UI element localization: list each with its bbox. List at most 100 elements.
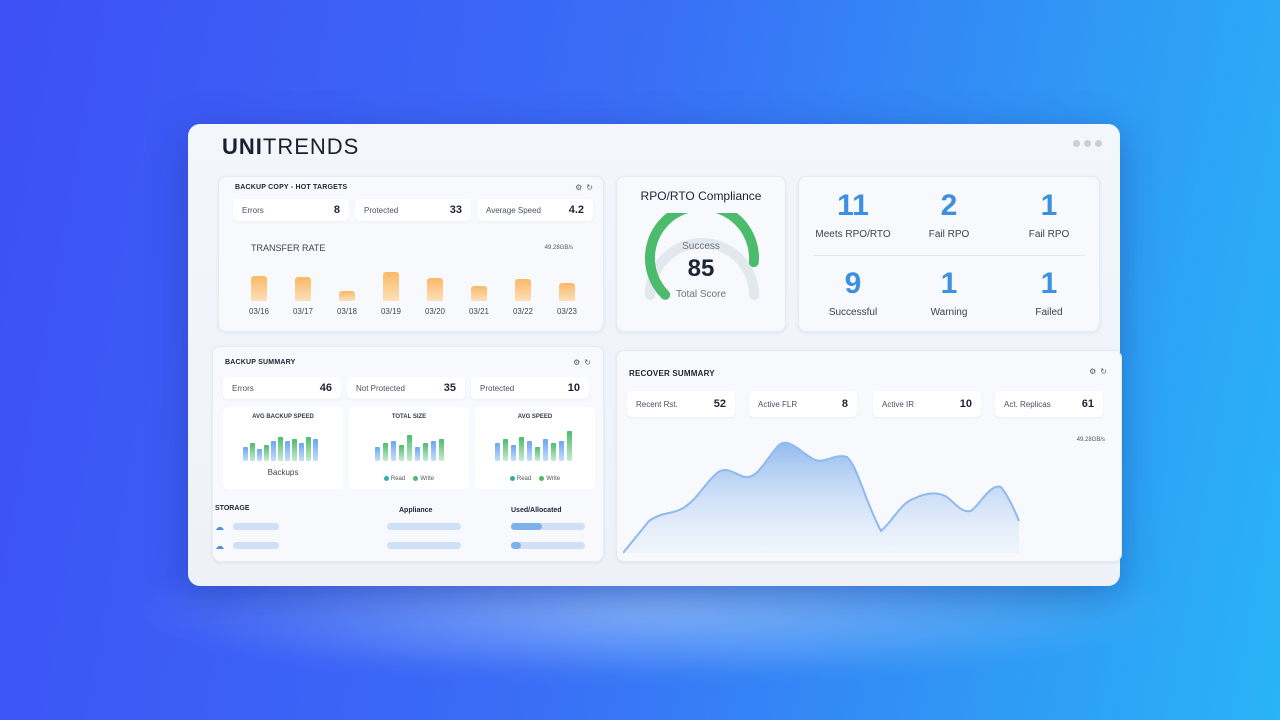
unitrends-logo: UNITRENDS xyxy=(222,134,360,159)
transfer-rate-bar xyxy=(427,278,443,301)
gear-icon[interactable]: ⚙ xyxy=(575,183,583,192)
date-tick-label: 03/16 xyxy=(248,307,270,316)
date-tick-label: 03/20 xyxy=(424,307,446,316)
transfer-rate-bar xyxy=(471,286,487,301)
stat-active-flr: Active FLR 8 xyxy=(749,391,857,417)
rpo-stat-label: Fail RPO xyxy=(1028,229,1070,240)
chart-bar xyxy=(313,439,318,461)
chart-bar xyxy=(306,437,311,461)
area-line xyxy=(623,441,1020,554)
appliance-label: Appliance xyxy=(399,507,433,514)
stat-protected: Protected 10 xyxy=(471,377,589,399)
chart-bar xyxy=(271,441,276,461)
chart-bar xyxy=(285,441,290,461)
stat-active-replicas: Act. Replicas 61 xyxy=(995,391,1103,417)
rpo-stat-value: 1 xyxy=(1040,189,1058,222)
rpo-stat-label: Successful xyxy=(828,307,878,318)
card-title: BACKUP COPY - HOT TARGETS xyxy=(235,184,348,191)
total-size-chart: TOTAL SIZE Read Write xyxy=(349,407,469,489)
refresh-icon[interactable]: ↻ xyxy=(1100,367,1107,376)
appliance-pill xyxy=(387,542,461,549)
chart-bar xyxy=(278,437,283,461)
chart-bar xyxy=(431,441,436,461)
chart-legend: Read Write xyxy=(349,475,469,482)
chart-bar xyxy=(375,447,380,461)
usage-bar xyxy=(511,523,585,530)
usage-bar xyxy=(511,542,585,549)
divider xyxy=(813,255,1085,256)
used-allocated-label: Used/Allocated xyxy=(511,507,562,514)
transfer-rate-title: TRANSFER RATE xyxy=(251,243,326,253)
stat-errors: Errors 8 xyxy=(233,199,349,221)
appliance-pill xyxy=(387,523,461,530)
chart-bar xyxy=(399,445,404,461)
rpo-stat-value: 9 xyxy=(844,267,862,300)
chart-bar xyxy=(257,449,262,461)
stat-average-speed: Average Speed 4.2 xyxy=(477,199,593,221)
compliance-title: RPO/RTO Compliance xyxy=(640,189,762,203)
date-tick-label: 03/17 xyxy=(292,307,314,316)
chart-legend: Read Write xyxy=(475,475,595,482)
rpo-stat-label: Failed xyxy=(1035,307,1063,318)
stat-protected: Protected 33 xyxy=(355,199,471,221)
rpo-stat-label: Meets RPO/RTO xyxy=(815,229,891,240)
usage-bar-fill xyxy=(511,542,522,549)
rpo-stats-card: 11 Meets RPO/RTO 2 Fail RPO 1 Fail RPO 9… xyxy=(798,176,1100,332)
chart-bar xyxy=(407,435,412,461)
transfer-rate-bar xyxy=(383,272,399,301)
stat-active-ir: Active IR 10 xyxy=(873,391,981,417)
chart-bar xyxy=(527,441,532,461)
gear-icon[interactable]: ⚙ xyxy=(573,358,581,367)
stat-not-protected: Not Protected 35 xyxy=(347,377,465,399)
chart-bar xyxy=(559,441,564,461)
chart-bar xyxy=(299,443,304,461)
compliance-gauge xyxy=(644,213,759,300)
date-tick-label: 03/23 xyxy=(556,307,578,316)
transfer-rate-bar xyxy=(251,276,267,301)
chart-bar xyxy=(543,439,548,461)
avg-backup-speed-chart: AVG BACKUP SPEED Backups xyxy=(223,407,343,489)
backup-summary-card: BACKUP SUMMARY ⚙ ↻ Errors 46 Not Protecte… xyxy=(212,346,604,562)
chart-bar xyxy=(292,439,297,461)
compliance-status: Success xyxy=(682,241,720,252)
dashboard-window: UNITRENDS BACKUP COPY - HOT TARGETS ⚙ ↻ … xyxy=(188,124,1122,586)
cloud-upload-icon: ☁ xyxy=(215,522,224,532)
recover-summary-card: RECOVER SUMMARY ⚙ ↻ Recent Rst. 52 Active… xyxy=(616,350,1122,562)
transfer-rate-bar xyxy=(515,279,531,301)
backup-copy-card: BACKUP COPY - HOT TARGETS ⚙ ↻ Errors 8 Pr… xyxy=(218,176,604,332)
transfer-rate-bar xyxy=(295,277,311,301)
avg-speed-chart: AVG SPEED Read Write xyxy=(475,407,595,489)
chart-bar xyxy=(511,445,516,461)
storage-name-pill xyxy=(233,542,279,549)
storage-name-pill xyxy=(233,523,279,530)
stat-recent-restores: Recent Rst. 52 xyxy=(627,391,735,417)
chart-bar xyxy=(503,439,508,461)
chart-bar xyxy=(243,447,248,461)
rpo-stat-value: 11 xyxy=(837,189,869,222)
rpo-stat-label: Warning xyxy=(930,307,968,318)
gear-icon[interactable]: ⚙ xyxy=(1089,367,1097,376)
storage-label: STORAGE xyxy=(215,505,250,512)
area-series xyxy=(623,442,1019,553)
date-tick-label: 03/21 xyxy=(468,307,490,316)
chart-bar xyxy=(383,443,388,461)
chart-bar xyxy=(250,443,255,461)
compliance-score: 85 xyxy=(687,255,715,282)
recover-area-chart xyxy=(623,441,1020,554)
chart-bar xyxy=(415,447,420,461)
compliance-score-label: Total Score xyxy=(675,289,727,300)
chart-bar xyxy=(423,443,428,461)
transfer-rate-value: 49.28GB/s xyxy=(544,245,573,251)
refresh-icon[interactable]: ↻ xyxy=(586,183,593,192)
refresh-icon[interactable]: ↻ xyxy=(584,358,591,367)
recover-rate-value: 49.28GB/s xyxy=(1076,437,1105,443)
date-tick-label: 03/18 xyxy=(336,307,358,316)
window-dots-icon[interactable] xyxy=(1073,140,1102,147)
chart-bar xyxy=(439,439,444,461)
chart-bar xyxy=(519,437,524,461)
card-title: BACKUP SUMMARY xyxy=(225,359,296,366)
chart-bar xyxy=(264,445,269,461)
chart-bar xyxy=(551,443,556,461)
chart-caption: Backups xyxy=(267,468,299,477)
chart-bar xyxy=(567,431,572,461)
